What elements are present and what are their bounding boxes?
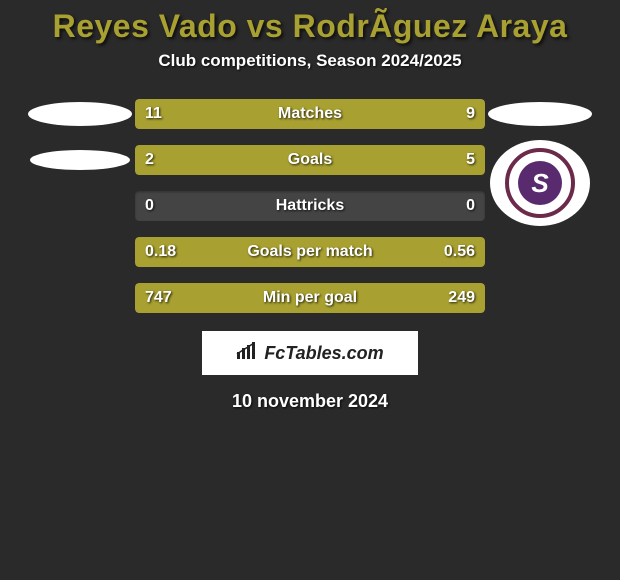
stat-bar: 0.18 Goals per match 0.56 [135,237,485,267]
stat-right-value: 0 [466,191,475,221]
page-subtitle: Club competitions, Season 2024/2025 [0,51,620,71]
page-title: Reyes Vado vs RodrÃ­guez Araya [0,8,620,45]
stat-bar: 2 Goals 5 [135,145,485,175]
snapshot-date: 10 november 2024 [0,391,620,412]
left-club-badge [25,150,135,170]
bar-chart-icon [236,342,258,365]
stat-label: Goals per match [135,237,485,267]
stat-label: Goals [135,145,485,175]
stat-bar: 0 Hattricks 0 [135,191,485,221]
stat-label: Hattricks [135,191,485,221]
comparison-infographic: Reyes Vado vs RodrÃ­guez Araya Club comp… [0,0,620,412]
stat-label: Matches [135,99,485,129]
stat-bar: 747 Min per goal 249 [135,283,485,313]
brand-attribution: FcTables.com [202,331,418,375]
stat-row: 0.18 Goals per match 0.56 [0,237,620,267]
stat-bar: 11 Matches 9 [135,99,485,129]
oval-badge-icon [30,150,130,170]
stat-right-value: 0.56 [444,237,475,267]
stat-right-value: 9 [466,99,475,129]
left-club-badge [25,102,135,126]
stat-right-value: 249 [448,283,475,313]
brand-text: FcTables.com [264,343,383,364]
stat-right-value: 5 [466,145,475,175]
stat-label: Min per goal [135,283,485,313]
stat-row: 0 Hattricks 0 [0,191,620,221]
stat-row: 747 Min per goal 249 [0,283,620,313]
stat-row: 2 Goals 5 S [0,145,620,175]
oval-badge-icon [28,102,132,126]
